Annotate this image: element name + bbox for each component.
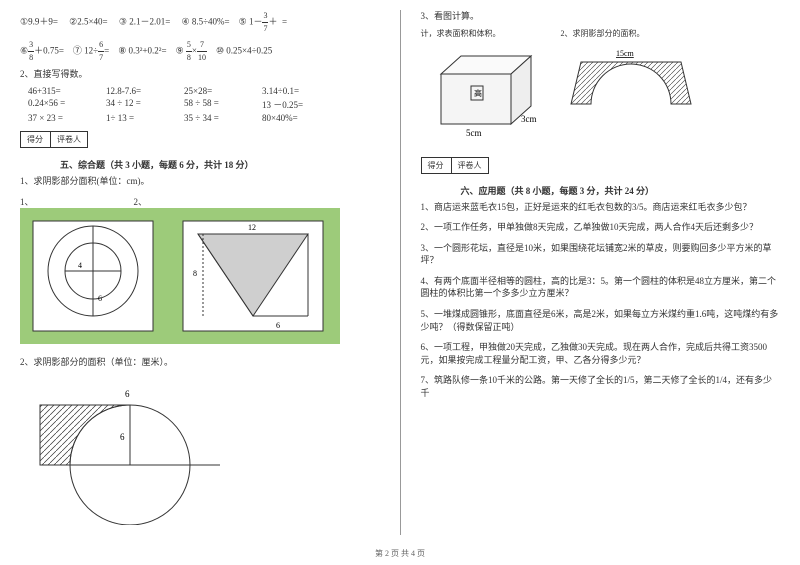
section-5-title: 五、综合题（共 3 小题，每题 6 分，共计 18 分）: [20, 158, 380, 171]
arith-line-2: ⑥38＋0.75= ⑦ 12÷67= ⑧ 0.3²+0.2²= ⑨ 58×710…: [20, 39, 380, 64]
score-label: 得分: [21, 132, 51, 147]
arch-figure: 15cm: [561, 44, 701, 119]
q3-title: 3、看图计算。: [421, 10, 781, 24]
ring-inner-dim: 4: [78, 261, 82, 270]
calc-row-1: 46+315=12.8-7.6=25×28=3.14÷0.1=: [20, 86, 380, 96]
q1: ①9.9＋9=: [20, 17, 58, 27]
q2: ②2.5×40=: [69, 17, 107, 27]
semicircle-figure: 6 6: [20, 385, 220, 525]
q3: ③ 2.1－2.01=: [119, 17, 170, 27]
score-box-6: 得分 评卷人: [421, 157, 489, 174]
calc-row-2: 0.24×56 =34 ÷ 12 =58 ÷ 58 =13 －0.25=: [20, 98, 380, 111]
app-q6: 6、一项工程，甲独做20天完成，乙独做30天完成。现在两人合作，完成后共得工资3…: [421, 341, 781, 366]
page-footer: 第 2 页 共 4 页: [0, 548, 800, 559]
ring-outer-dim: 6: [98, 294, 102, 303]
app-q3: 3、一个圆形花坛，直径是10米，如果围绕花坛铺宽2米的草皮，则要购回多少平方米的…: [421, 242, 781, 267]
section-6-title: 六、应用题（共 8 小题，每题 3 分，共计 24 分）: [421, 184, 781, 197]
arith-line-1: ①9.9＋9= ②2.5×40= ③ 2.1－2.01= ④ 8.5÷40%= …: [20, 10, 380, 35]
q5-2: 2、求阴影部分的面积（单位：厘米）。: [20, 356, 380, 369]
right-column: 3、看图计算。 计，求表面积和体积。 高 5cm 3cm 2、求阴影部分的面积。…: [421, 10, 781, 535]
cuboid-figure: 高 5cm 3cm: [421, 44, 551, 139]
app-q7: 7、筑路队修一条10千米的公路。第一天修了全长的1/5，第二天修了全长的1/4，…: [421, 374, 781, 399]
svg-text:6: 6: [276, 321, 280, 330]
ring-figure: 4 6: [28, 216, 158, 336]
app-q4: 4、有两个底面半径相等的圆柱，高的比是3：5。第一个圆柱的体积是48立方厘米，第…: [421, 275, 781, 300]
svg-text:6: 6: [120, 432, 125, 442]
grader-label: 评卷人: [51, 132, 87, 147]
q5a: ⑤ 1－: [239, 17, 263, 27]
q5-1: 1、求阴影部分面积(单位：cm)。: [20, 175, 380, 188]
fig-1-label: 1、: [20, 195, 34, 208]
direct-calc-title: 2、直接写得数。: [20, 68, 380, 82]
q3-sub: 计，求表面积和体积。: [421, 28, 551, 40]
left-column: ①9.9＋9= ②2.5×40= ③ 2.1－2.01= ④ 8.5÷40%= …: [20, 10, 380, 535]
svg-text:8: 8: [193, 269, 197, 278]
green-figure-panel: 4 6 12 8 6: [20, 208, 340, 344]
score-box: 得分 评卷人: [20, 131, 88, 148]
app-q5: 5、一堆煤成圆锥形，底面直径是6米，高是2米，如果每立方米煤约重1.6吨，这吨煤…: [421, 308, 781, 333]
column-divider: [400, 10, 401, 535]
fig-2-label: 2、: [134, 195, 148, 208]
triangle-figure: 12 8 6: [178, 216, 328, 336]
app-q1: 1、商店运来蓝毛衣15包，正好是运来的红毛衣包数的3/5。商店运来红毛衣多少包？: [421, 201, 781, 214]
svg-text:3cm: 3cm: [521, 114, 537, 124]
calc-row-3: 37 × 23 =1÷ 13 =35 ÷ 34 =80×40%=: [20, 113, 380, 123]
svg-text:12: 12: [248, 223, 256, 232]
q3-sub2: 2、求阴影部分的面积。: [561, 28, 701, 40]
app-q2: 2、一项工作任务，甲单独做8天完成，乙单独做10天完成，两人合作4天后还剩多少？: [421, 221, 781, 234]
svg-text:6: 6: [125, 389, 130, 399]
svg-text:15cm: 15cm: [616, 49, 635, 58]
q4: ④ 8.5÷40%=: [182, 17, 230, 27]
svg-text:高: 高: [474, 88, 482, 98]
svg-text:5cm: 5cm: [466, 128, 482, 138]
